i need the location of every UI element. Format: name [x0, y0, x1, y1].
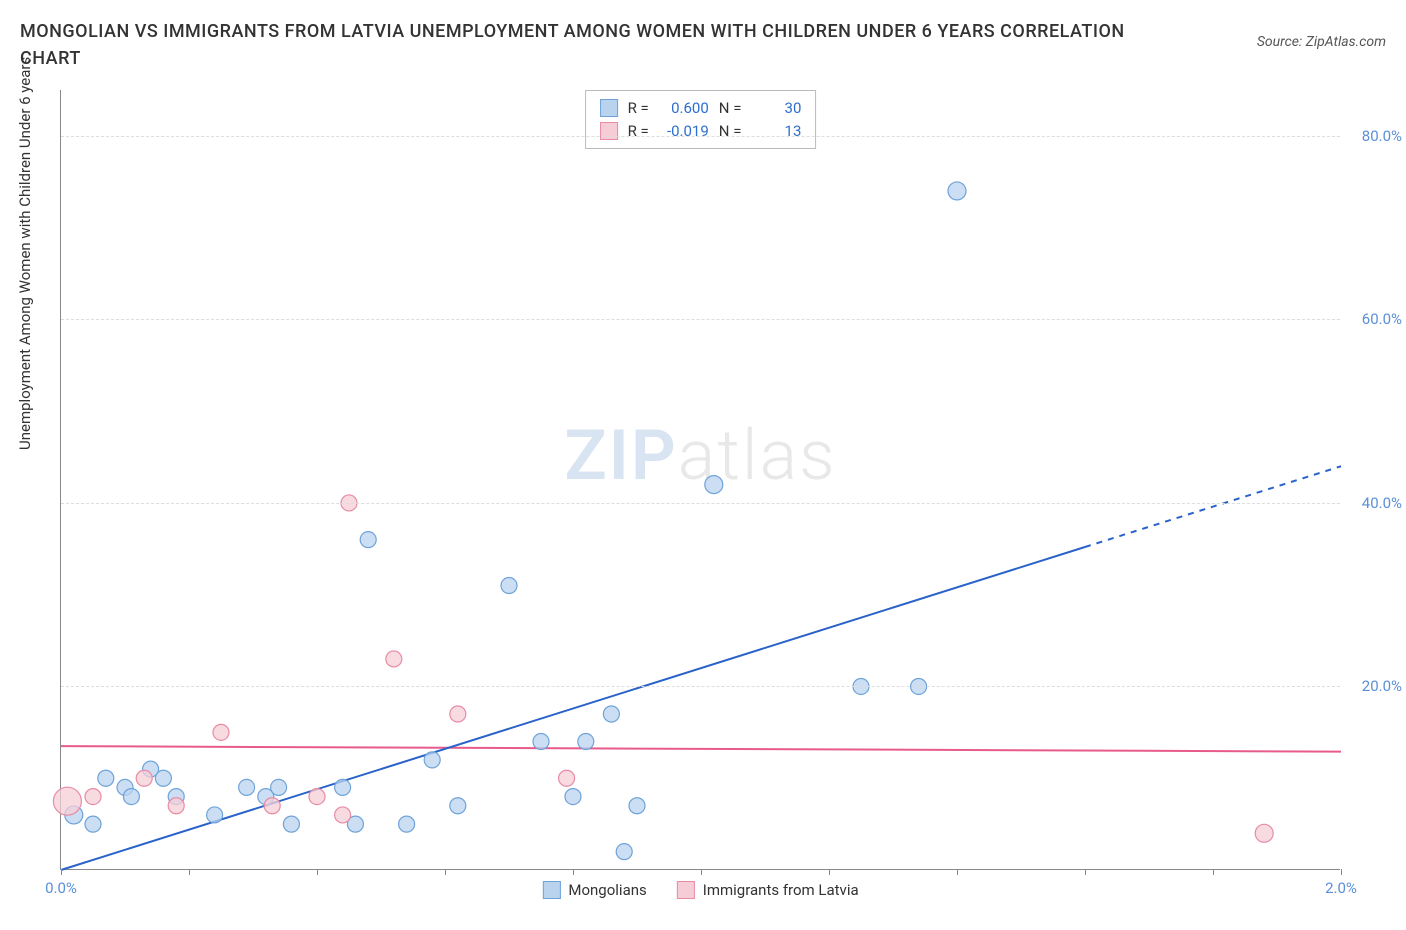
n-value: 13 — [751, 120, 801, 143]
x-tick — [573, 869, 574, 875]
data-point — [309, 789, 325, 805]
data-point — [450, 798, 466, 814]
x-tick-label: 0.0% — [45, 879, 77, 897]
n-value: 30 — [751, 97, 801, 120]
gridline — [61, 503, 1340, 504]
n-label: N = — [719, 120, 742, 143]
data-point — [207, 807, 223, 823]
data-point — [98, 770, 114, 786]
data-point — [578, 734, 594, 750]
x-tick — [61, 869, 62, 875]
stats-box: R = 0.600 N = 30 R = -0.019 N = 13 — [585, 90, 817, 149]
data-point — [450, 706, 466, 722]
x-tick — [1085, 869, 1086, 875]
gridline — [61, 686, 1340, 687]
legend-swatch — [600, 122, 618, 140]
data-point — [533, 734, 549, 750]
data-point — [565, 789, 581, 805]
stats-row: R = -0.019 N = 13 — [600, 120, 802, 143]
header: MONGOLIAN VS IMMIGRANTS FROM LATVIA UNEM… — [20, 18, 1386, 72]
x-tick — [829, 869, 830, 875]
x-tick — [189, 869, 190, 875]
gridline — [61, 136, 1340, 137]
data-point — [603, 706, 619, 722]
legend-item: Mongolians — [542, 881, 646, 899]
data-point — [616, 844, 632, 860]
r-value: 0.600 — [659, 97, 709, 120]
n-label: N = — [719, 97, 742, 120]
data-point — [335, 779, 351, 795]
y-axis-label: Unemployment Among Women with Children U… — [16, 57, 34, 450]
data-point — [53, 787, 81, 815]
data-point — [85, 816, 101, 832]
data-point — [213, 724, 229, 740]
r-value: -0.019 — [659, 120, 709, 143]
data-point — [948, 182, 966, 200]
y-tick-label: 40.0% — [1362, 494, 1402, 512]
x-tick — [1341, 869, 1342, 875]
legend-swatch — [600, 99, 618, 117]
chart-svg — [61, 90, 1340, 869]
legend-swatch — [677, 881, 695, 899]
chart-title: MONGOLIAN VS IMMIGRANTS FROM LATVIA UNEM… — [20, 18, 1130, 72]
legend-label: Immigrants from Latvia — [703, 881, 859, 899]
data-point — [501, 578, 517, 594]
data-point — [399, 816, 415, 832]
data-point — [629, 798, 645, 814]
data-point — [155, 770, 171, 786]
y-tick-label: 60.0% — [1362, 310, 1402, 328]
y-tick-label: 20.0% — [1362, 677, 1402, 695]
gridline — [61, 319, 1340, 320]
legend-item: Immigrants from Latvia — [677, 881, 859, 899]
data-point — [283, 816, 299, 832]
x-tick — [957, 869, 958, 875]
y-tick-label: 80.0% — [1362, 127, 1402, 145]
legend-swatch — [542, 881, 560, 899]
data-point — [705, 476, 723, 494]
x-tick — [1213, 869, 1214, 875]
plot-area: ZIPatlas R =0.600N =30R =-0.019N =13 Mon… — [60, 90, 1340, 870]
data-point — [335, 807, 351, 823]
stats-row: R = 0.600 N = 30 — [600, 97, 802, 120]
data-point — [168, 798, 184, 814]
r-label: R = — [628, 120, 649, 143]
data-point — [271, 779, 287, 795]
trend-line — [61, 746, 1341, 752]
data-point — [85, 789, 101, 805]
data-point — [1255, 824, 1273, 842]
x-tick-label: 2.0% — [1325, 879, 1357, 897]
x-tick — [445, 869, 446, 875]
source-label: Source: ZipAtlas.com — [1257, 34, 1386, 50]
data-point — [136, 770, 152, 786]
x-tick — [317, 869, 318, 875]
data-point — [424, 752, 440, 768]
data-point — [559, 770, 575, 786]
trend-line-dashed — [1085, 466, 1341, 547]
data-point — [360, 532, 376, 548]
x-tick — [701, 869, 702, 875]
data-point — [239, 779, 255, 795]
data-point — [264, 798, 280, 814]
data-point — [123, 789, 139, 805]
r-label: R = — [628, 97, 649, 120]
bottom-legend: Mongolians Immigrants from Latvia — [542, 881, 858, 899]
data-point — [386, 651, 402, 667]
legend-label: Mongolians — [568, 881, 646, 899]
